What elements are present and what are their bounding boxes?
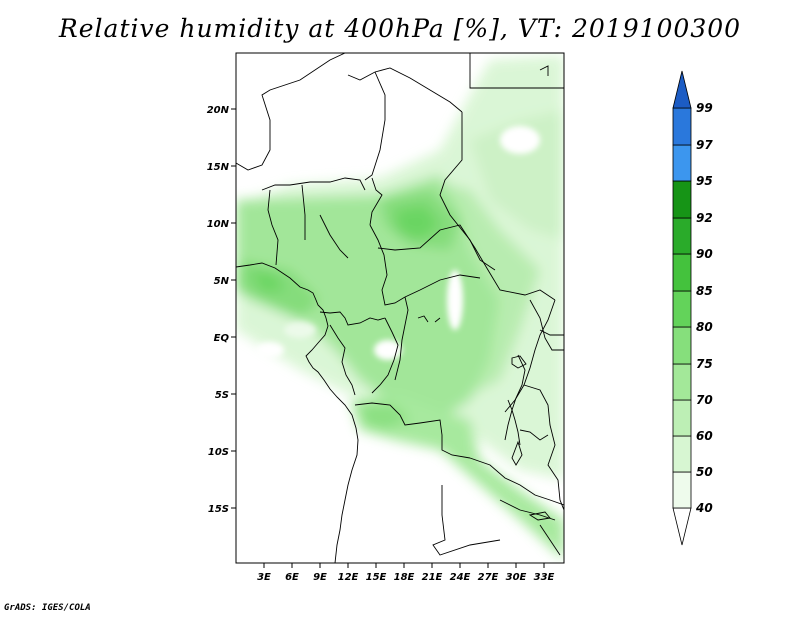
- lon-label-30e: 30E: [506, 572, 527, 583]
- cb-label-75: 75: [696, 357, 713, 371]
- cb-label-97: 97: [696, 138, 713, 152]
- colorbar-bin-97-99: [672, 107, 692, 146]
- humidity-shading: [236, 55, 564, 560]
- map-title: Relative humidity at 400hPa [%], VT: 201…: [58, 14, 742, 43]
- country-borders: [236, 53, 564, 563]
- cb-label-50: 50: [696, 465, 713, 479]
- lat-label-eq: EQ: [214, 333, 230, 344]
- colorbar-bin-92-95: [672, 180, 692, 219]
- cb-label-90: 90: [696, 247, 713, 261]
- latitude-labels: 20N 15N 10N 5N EQ 5S 10S 15S: [207, 105, 230, 515]
- cb-label-99: 99: [696, 101, 713, 115]
- lon-label-21e: 21E: [422, 572, 443, 583]
- lat-label-15s: 15S: [208, 504, 229, 515]
- lon-label-27e: 27E: [478, 572, 499, 583]
- lon-label-24e: 24E: [450, 572, 471, 583]
- colorbar-bin-75-80: [672, 326, 692, 365]
- lon-label-3e: 3E: [257, 572, 271, 583]
- lon-label-33e: 33E: [534, 572, 555, 583]
- lat-label-5n: 5N: [214, 276, 230, 287]
- colorbar-bin-85-90: [672, 253, 692, 292]
- lon-label-15e: 15E: [366, 572, 387, 583]
- colorbar-bin-95-97: [672, 144, 692, 182]
- cb-label-60: 60: [696, 429, 713, 443]
- colorbar-labels: 40 50 60 70 75 80 85 90 92 95 97 99: [695, 101, 713, 515]
- lon-label-9e: 9E: [313, 572, 327, 583]
- lat-label-15n: 15N: [207, 162, 230, 173]
- colorbar-low-arrow: [672, 507, 692, 546]
- colorbar-bin-60-70: [672, 399, 692, 437]
- grads-credit: GrADS: IGES/COLA: [4, 603, 91, 613]
- lat-label-10s: 10S: [208, 447, 229, 458]
- colorbar: [672, 70, 692, 546]
- colorbar-bin-40-50: [672, 471, 692, 509]
- tick-marks: [231, 108, 545, 568]
- longitude-labels: 3E 6E 9E 12E 15E 18E 21E 24E 27E 30E 33E: [257, 572, 554, 583]
- colorbar-bin-90-92: [672, 217, 692, 255]
- cb-label-80: 80: [696, 320, 713, 334]
- cb-label-40: 40: [695, 501, 713, 515]
- lat-label-20n: 20N: [207, 105, 230, 116]
- cb-label-92: 92: [696, 211, 713, 225]
- cb-label-95: 95: [696, 174, 713, 188]
- colorbar-bin-70-75: [672, 363, 692, 401]
- lat-label-5s: 5S: [215, 390, 229, 401]
- lat-label-10n: 10N: [207, 219, 230, 230]
- colorbar-bin-80-85: [672, 290, 692, 328]
- lon-label-6e: 6E: [285, 572, 299, 583]
- lon-label-18e: 18E: [394, 572, 415, 583]
- lon-label-12e: 12E: [338, 572, 359, 583]
- colorbar-high-arrow: [672, 70, 692, 109]
- map-frame: [235, 52, 565, 564]
- cb-label-70: 70: [696, 393, 713, 407]
- cb-label-85: 85: [696, 284, 713, 298]
- colorbar-bin-50-60: [672, 435, 692, 473]
